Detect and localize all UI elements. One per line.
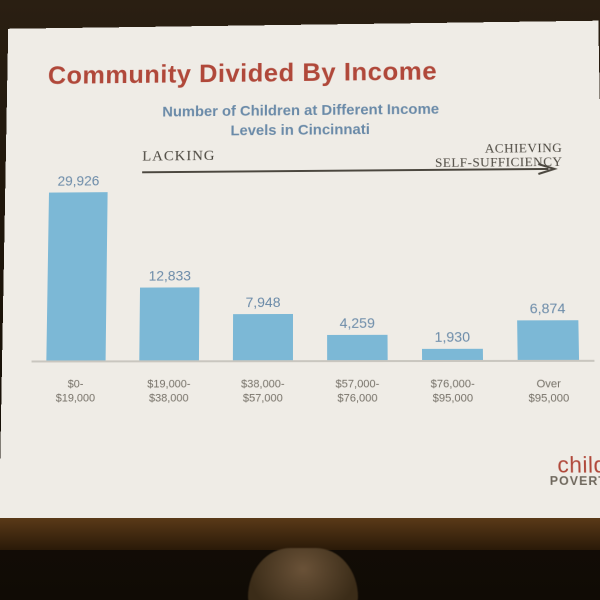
x-axis-label: $0- $19,000: [35, 378, 117, 406]
chart-subtitle: Number of Children at Different Income L…: [142, 100, 459, 143]
bar-value-label: 29,926: [57, 173, 99, 189]
bar: [518, 320, 579, 360]
x-axis-labels: $0- $19,000 $19,000- $38,000 $38,000- $57,…: [31, 378, 595, 406]
bar-wrap: 6,874: [506, 300, 591, 360]
audience-head-silhouette: [248, 548, 358, 600]
x-axis-label: $38,000- $57,000: [222, 378, 304, 406]
bar-value-label: 1,930: [434, 328, 470, 344]
bar-value-label: 6,874: [530, 300, 566, 316]
bar-value-label: 12,833: [149, 267, 191, 283]
x-axis-label: Over $95,000: [507, 378, 591, 406]
bar-wrap: 29,926: [36, 172, 119, 360]
photo-background: Community Divided By Income Number of Ch…: [0, 0, 600, 600]
presentation-slide: Community Divided By Income Number of Ch…: [0, 21, 600, 525]
podium-shadow: [0, 518, 600, 550]
bar-wrap: 12,833: [128, 267, 210, 360]
bar: [233, 314, 292, 359]
bar-value-label: 4,259: [340, 315, 375, 331]
bar-wrap: 7,948: [222, 294, 304, 359]
child-poverty-logo: child POVERT: [549, 455, 600, 487]
bar-wrap: 1,930: [411, 328, 495, 359]
slide-title: Community Divided By Income: [48, 54, 570, 90]
x-axis-label: $57,000- $76,000: [316, 378, 399, 406]
bar-series: 29,92612,8337,9484,2591,9306,874: [32, 188, 595, 362]
bar-value-label: 7,948: [246, 294, 281, 310]
logo-line2: POVERT: [550, 476, 600, 487]
annotation-right-line1: ACHIEVING: [485, 140, 563, 156]
annotation-left-label: LACKING: [142, 148, 215, 165]
annotation-arrow-icon: [142, 162, 561, 177]
bar-wrap: 4,259: [316, 315, 399, 360]
handwritten-annotation: LACKING ACHIEVING SELF-SUFFICIENCY: [142, 144, 573, 193]
x-axis-label: $19,000- $38,000: [128, 378, 210, 406]
bar: [422, 348, 482, 359]
income-bar-chart: LACKING ACHIEVING SELF-SUFFICIENCY 29,92…: [31, 154, 596, 416]
x-axis-label: $76,000- $95,000: [411, 378, 495, 406]
bar: [140, 287, 199, 360]
bar: [328, 335, 388, 359]
bar: [47, 192, 107, 360]
